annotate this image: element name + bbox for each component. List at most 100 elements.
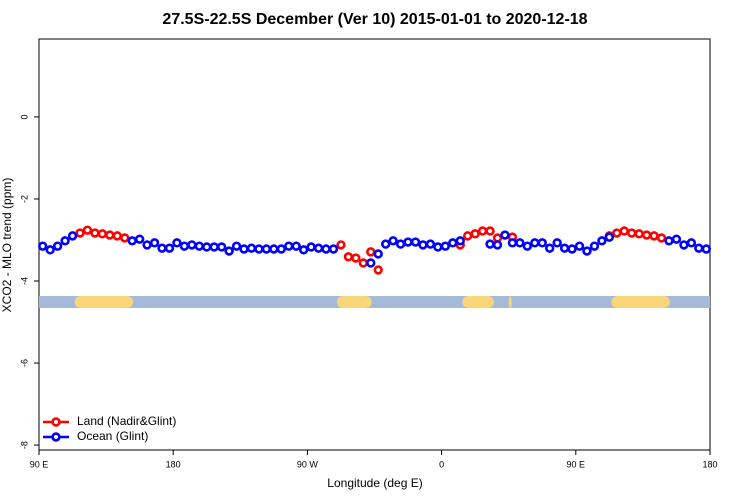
data-point xyxy=(120,233,130,243)
data-point xyxy=(67,231,78,241)
data-point xyxy=(75,228,85,238)
data-point xyxy=(559,243,570,253)
data-point xyxy=(254,244,264,254)
y-tick-label: 0 xyxy=(19,114,29,119)
data-point xyxy=(537,238,547,248)
data-point xyxy=(671,234,682,244)
data-point xyxy=(351,253,361,263)
data-point xyxy=(97,229,108,239)
data-point xyxy=(291,241,301,251)
data-point xyxy=(90,228,100,238)
data-point xyxy=(701,244,711,254)
data-point xyxy=(172,238,182,248)
data-point xyxy=(157,243,167,253)
data-point xyxy=(477,226,488,236)
y-tick-label: -8 xyxy=(19,441,29,449)
data-point xyxy=(507,238,518,248)
data-point xyxy=(380,239,391,249)
x-tick-label: 180 xyxy=(166,459,181,469)
data-point xyxy=(269,244,279,254)
data-point xyxy=(231,241,242,251)
ocean-strip xyxy=(39,296,710,308)
data-point xyxy=(127,236,137,246)
y-tick-label: -2 xyxy=(19,195,29,203)
data-point xyxy=(112,231,122,241)
land-segment xyxy=(462,296,494,308)
data-point xyxy=(500,230,510,240)
data-point xyxy=(634,229,644,239)
data-point xyxy=(530,238,540,248)
data-point xyxy=(515,238,525,248)
data-point xyxy=(485,226,495,236)
data-point xyxy=(202,242,212,252)
chart-title: 27.5S-22.5S December (Ver 10) 2015-01-01… xyxy=(162,11,587,28)
data-point xyxy=(187,240,197,250)
land-segment xyxy=(74,296,133,308)
data-point xyxy=(45,245,55,255)
data-point xyxy=(194,241,204,251)
data-point xyxy=(149,238,160,248)
data-point xyxy=(246,243,257,253)
legend-marker xyxy=(51,432,61,442)
data-point xyxy=(440,241,451,251)
y-axis-label: XCO2 - MLO trend (ppm) xyxy=(0,178,14,313)
data-point xyxy=(627,228,637,238)
data-point xyxy=(485,239,495,249)
data-point xyxy=(343,252,354,262)
land-segment xyxy=(611,296,670,308)
data-point xyxy=(552,238,562,248)
plot-frame xyxy=(38,38,711,451)
x-tick-label: 180 xyxy=(702,459,717,469)
data-point xyxy=(462,231,473,241)
data-point xyxy=(82,225,93,235)
data-point xyxy=(522,241,533,251)
land-segment xyxy=(508,296,512,308)
data-point xyxy=(142,240,152,250)
data-point xyxy=(164,243,175,253)
data-point xyxy=(366,247,376,257)
data-point xyxy=(60,236,70,246)
x-tick-label: 90 E xyxy=(30,459,49,469)
legend-label: Land (Nadir&Glint) xyxy=(77,414,176,428)
x-tick-label: 90 E xyxy=(567,459,586,469)
data-point xyxy=(179,241,190,251)
data-point xyxy=(679,240,689,250)
data-point xyxy=(619,226,629,236)
data-point xyxy=(373,249,383,259)
data-point xyxy=(134,234,145,244)
x-tick-label: 0 xyxy=(439,459,444,469)
data-point xyxy=(656,233,667,243)
data-point xyxy=(612,228,622,238)
legend-marker xyxy=(51,417,61,427)
data-point xyxy=(664,236,674,246)
y-tick-label: -6 xyxy=(19,359,29,367)
data-point xyxy=(336,240,346,250)
data-point xyxy=(298,245,309,255)
data-point xyxy=(276,244,287,254)
data-point xyxy=(545,243,555,253)
data-point xyxy=(52,241,63,251)
data-point xyxy=(395,239,406,249)
data-point xyxy=(574,241,585,251)
data-point xyxy=(284,241,294,251)
data-point xyxy=(306,242,316,252)
data-point xyxy=(649,231,659,241)
data-point xyxy=(686,238,697,248)
data-point xyxy=(313,243,324,253)
data-point xyxy=(105,230,115,240)
x-tick-label: 90 W xyxy=(297,459,319,469)
data-point xyxy=(261,244,272,254)
land-segment xyxy=(337,296,372,308)
data-point xyxy=(589,241,600,251)
data-point xyxy=(425,239,436,249)
legend-label: Ocean (Glint) xyxy=(77,429,148,443)
data-point xyxy=(582,246,592,256)
data-point xyxy=(373,265,383,275)
data-point xyxy=(448,238,458,248)
data-point xyxy=(694,243,704,253)
data-point xyxy=(366,258,376,268)
x-axis-label: Longitude (deg E) xyxy=(327,476,422,490)
data-point xyxy=(328,244,339,254)
data-point xyxy=(641,230,652,240)
